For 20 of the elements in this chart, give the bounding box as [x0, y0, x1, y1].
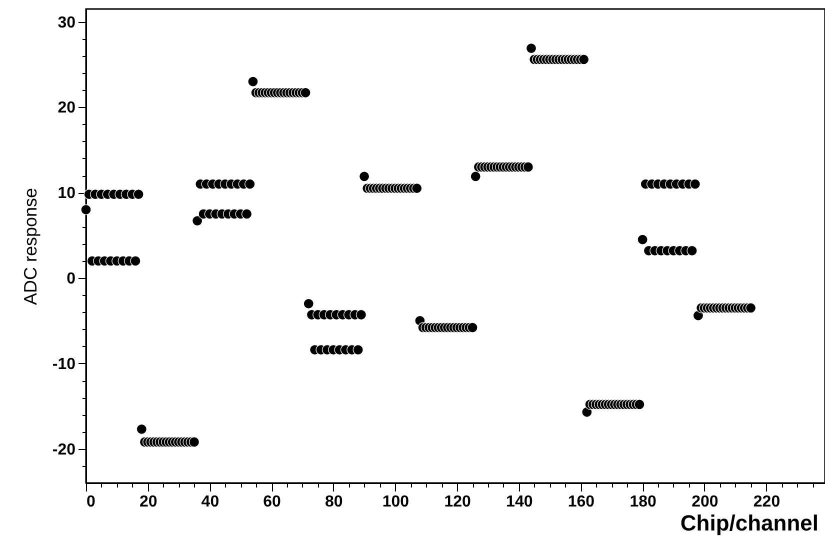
y-tick-label: 20	[58, 100, 76, 117]
x-axis-title: Chip/channel	[680, 510, 818, 536]
y-tick-label: -20	[52, 441, 76, 458]
y-tick-label: 10	[58, 185, 76, 202]
x-tick-label: 160	[568, 494, 595, 510]
x-tick-label: 100	[382, 494, 410, 510]
y-tick-label: -10	[52, 356, 76, 373]
y-tick-label: 30	[58, 14, 76, 32]
x-tick-label: 220	[753, 494, 780, 510]
x-tick-label: 20	[139, 494, 158, 510]
x-tick-label: 0	[86, 494, 96, 510]
x-tick-label: 140	[506, 494, 533, 510]
x-tick-label: 180	[630, 494, 657, 510]
x-tick-label: 120	[444, 494, 471, 510]
x-tick-label: 60	[263, 494, 282, 510]
x-tick-label: 80	[324, 494, 343, 510]
y-tick-label: 0	[66, 270, 76, 288]
x-tick-label: 200	[692, 494, 718, 510]
x-tick-label: 40	[201, 494, 220, 510]
y-axis-title: ADC response	[20, 188, 40, 306]
